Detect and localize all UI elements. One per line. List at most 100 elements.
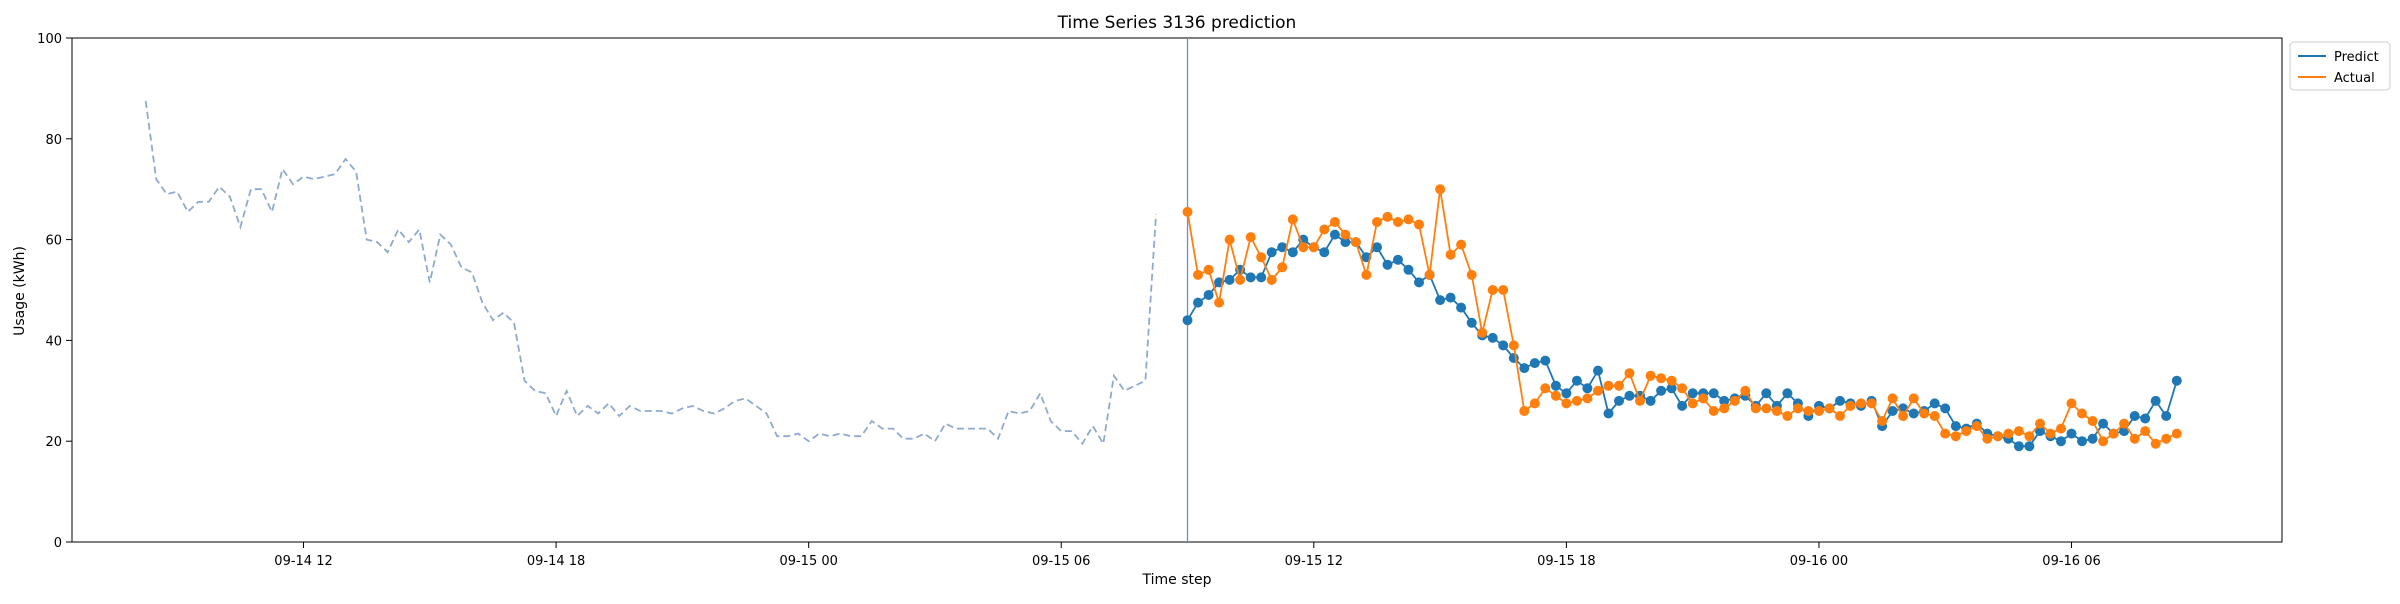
actual-data-point <box>2045 428 2056 439</box>
predict-data-point <box>2056 436 2066 447</box>
actual-data-point <box>1950 431 1961 442</box>
actual-data-point <box>1540 383 1551 394</box>
actual-data-point <box>1645 370 1656 381</box>
actual-data-point <box>1887 393 1898 404</box>
actual-data-point <box>1877 416 1888 426</box>
predict-data-point <box>1340 237 1351 248</box>
actual-data-point <box>1245 232 1256 243</box>
y-tick-label: 100 <box>37 32 62 47</box>
actual-data-point <box>2066 398 2077 409</box>
predict-data-point <box>1887 406 1898 416</box>
actual-data-point <box>1929 411 1940 421</box>
actual-data-point <box>1550 390 1561 401</box>
predict-data-point <box>1372 242 1382 253</box>
y-tick-label: 80 <box>45 133 62 148</box>
actual-data-point <box>2024 431 2035 442</box>
predict-data-point <box>1529 358 1540 369</box>
predict-data-point <box>2013 441 2024 452</box>
predict-data-point <box>2171 375 2182 386</box>
x-tick-label: 09-15 06 <box>1032 554 1090 569</box>
predict-data-point <box>1950 421 1961 432</box>
actual-data-point <box>1487 285 1498 295</box>
predict-data-point <box>1245 272 1256 283</box>
actual-data-point <box>2035 418 2045 429</box>
actual-data-point <box>1350 237 1361 248</box>
actual-data-point <box>1845 400 1856 411</box>
predict-data-point <box>1708 388 1719 399</box>
predict-data-point <box>1540 355 1551 366</box>
legend-label-predict: Predict <box>2334 50 2379 65</box>
actual-data-point <box>1782 411 1793 421</box>
actual-data-point <box>1477 327 1488 338</box>
actual-data-point <box>1719 403 1730 414</box>
actual-data-point <box>1424 269 1435 280</box>
actual-data-point <box>1277 262 1288 273</box>
actual-data-point <box>2150 438 2161 449</box>
actual-data-point <box>1340 229 1351 240</box>
actual-data-point <box>1445 249 1456 260</box>
predict-data-point <box>2150 395 2161 406</box>
actual-data-point <box>2013 426 2024 437</box>
predict-data-point <box>1677 400 1688 411</box>
actual-data-point <box>1466 269 1477 280</box>
actual-data-point <box>1287 214 1298 225</box>
y-tick-label: 0 <box>54 536 62 551</box>
actual-data-point <box>2129 433 2140 444</box>
actual-data-point <box>1193 269 1203 280</box>
predict-data-point <box>2087 433 2098 444</box>
x-tick-label: 09-15 18 <box>1537 554 1595 569</box>
actual-data-point <box>2087 416 2098 426</box>
predict-data-point <box>2024 441 2035 452</box>
actual-data-point <box>1919 408 1930 419</box>
actual-data-point <box>1266 274 1277 285</box>
actual-data-point <box>1740 385 1751 396</box>
predict-data-point <box>1224 274 1235 285</box>
predict-data-point <box>2129 411 2140 421</box>
predict-data-point <box>1382 259 1393 270</box>
predict-data-point <box>1687 388 1698 399</box>
predict-data-point <box>2098 418 2109 429</box>
actual-data-point <box>1666 375 1677 386</box>
actual-data-point <box>1908 393 1919 404</box>
actual-data-point <box>1603 380 1614 391</box>
predict-data-point <box>1445 292 1456 303</box>
actual-data-point <box>2003 428 2014 439</box>
actual-data-point <box>2161 433 2172 444</box>
x-axis-label: Time step <box>1142 572 1212 588</box>
actual-data-point <box>1824 403 1835 414</box>
predict-data-point <box>1319 247 1330 258</box>
predict-data-point <box>1656 385 1667 396</box>
actual-data-point <box>1961 426 1972 437</box>
actual-data-point <box>1571 395 1582 406</box>
actual-data-point <box>1214 297 1225 308</box>
actual-data-point <box>1814 406 1824 416</box>
actual-data-point <box>2119 418 2130 429</box>
actual-data-point <box>1708 406 1719 416</box>
actual-data-point <box>2171 428 2182 439</box>
predict-data-point <box>1719 395 1730 406</box>
predict-data-point <box>1835 395 1845 406</box>
actual-data-point <box>1382 211 1393 222</box>
actual-data-point <box>1582 393 1593 404</box>
predict-data-point <box>1508 353 1519 363</box>
actual-data-point <box>1561 398 1572 409</box>
actual-data-point <box>1750 403 1761 414</box>
actual-data-point <box>2108 428 2119 439</box>
actual-data-point <box>1361 269 1372 280</box>
predict-data-point <box>1624 390 1635 401</box>
actual-data-point <box>1677 383 1688 394</box>
actual-data-point <box>1771 406 1782 416</box>
predict-data-point <box>1582 383 1593 394</box>
actual-data-point <box>2098 436 2109 447</box>
actual-data-point <box>2056 423 2066 434</box>
actual-data-point <box>1835 411 1845 421</box>
predict-data-point <box>1487 332 1498 343</box>
actual-data-point <box>1866 398 1877 409</box>
predict-data-point <box>1561 388 1572 399</box>
predict-data-point <box>1414 277 1424 288</box>
plot-frame <box>71 37 2283 543</box>
actual-data-point <box>1982 433 1993 444</box>
actual-data-point <box>1614 380 1624 391</box>
